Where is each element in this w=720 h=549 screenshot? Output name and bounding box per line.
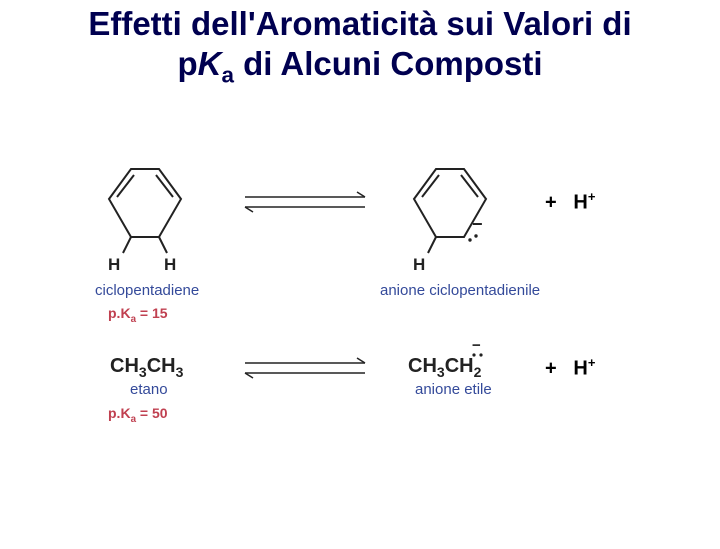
label-anione-etile: anione etile: [415, 381, 492, 398]
right-ring-H: H: [413, 255, 425, 275]
pka-row1: p.Ka = 15: [108, 305, 168, 325]
ethyl-anion-charge: −: [468, 341, 498, 361]
title-line-2: pKa di Alcuni Composti: [0, 44, 720, 90]
plus-h-row1: + H+: [545, 189, 595, 215]
diagram-area: H H − H + H+ ciclopentadiene anione cicl…: [0, 89, 720, 549]
left-ring-H1: H: [108, 255, 120, 275]
slide-title: Effetti dell'Aromaticità sui Valori di p…: [0, 0, 720, 89]
pka-row2: p.Ka = 50: [108, 405, 168, 425]
equilibrium-arrows-row1: [235, 189, 385, 219]
ethane-formula: CH3CH3: [110, 355, 183, 380]
svg-text:−: −: [472, 337, 481, 354]
plus-h-row2: + H+: [545, 355, 595, 381]
label-anione-cp: anione ciclopentadienile: [380, 282, 540, 299]
cyclopentadiene-structure: [95, 141, 195, 261]
label-ciclopentadiene: ciclopentadiene: [95, 282, 199, 299]
label-etano: etano: [130, 381, 168, 398]
equilibrium-arrows-row2: [235, 355, 385, 385]
svg-text:−: −: [472, 214, 483, 234]
left-ring-H2: H: [164, 255, 176, 275]
cyclopentadienyl-anion-structure: −: [400, 141, 510, 261]
title-line-1: Effetti dell'Aromaticità sui Valori di: [0, 4, 720, 44]
